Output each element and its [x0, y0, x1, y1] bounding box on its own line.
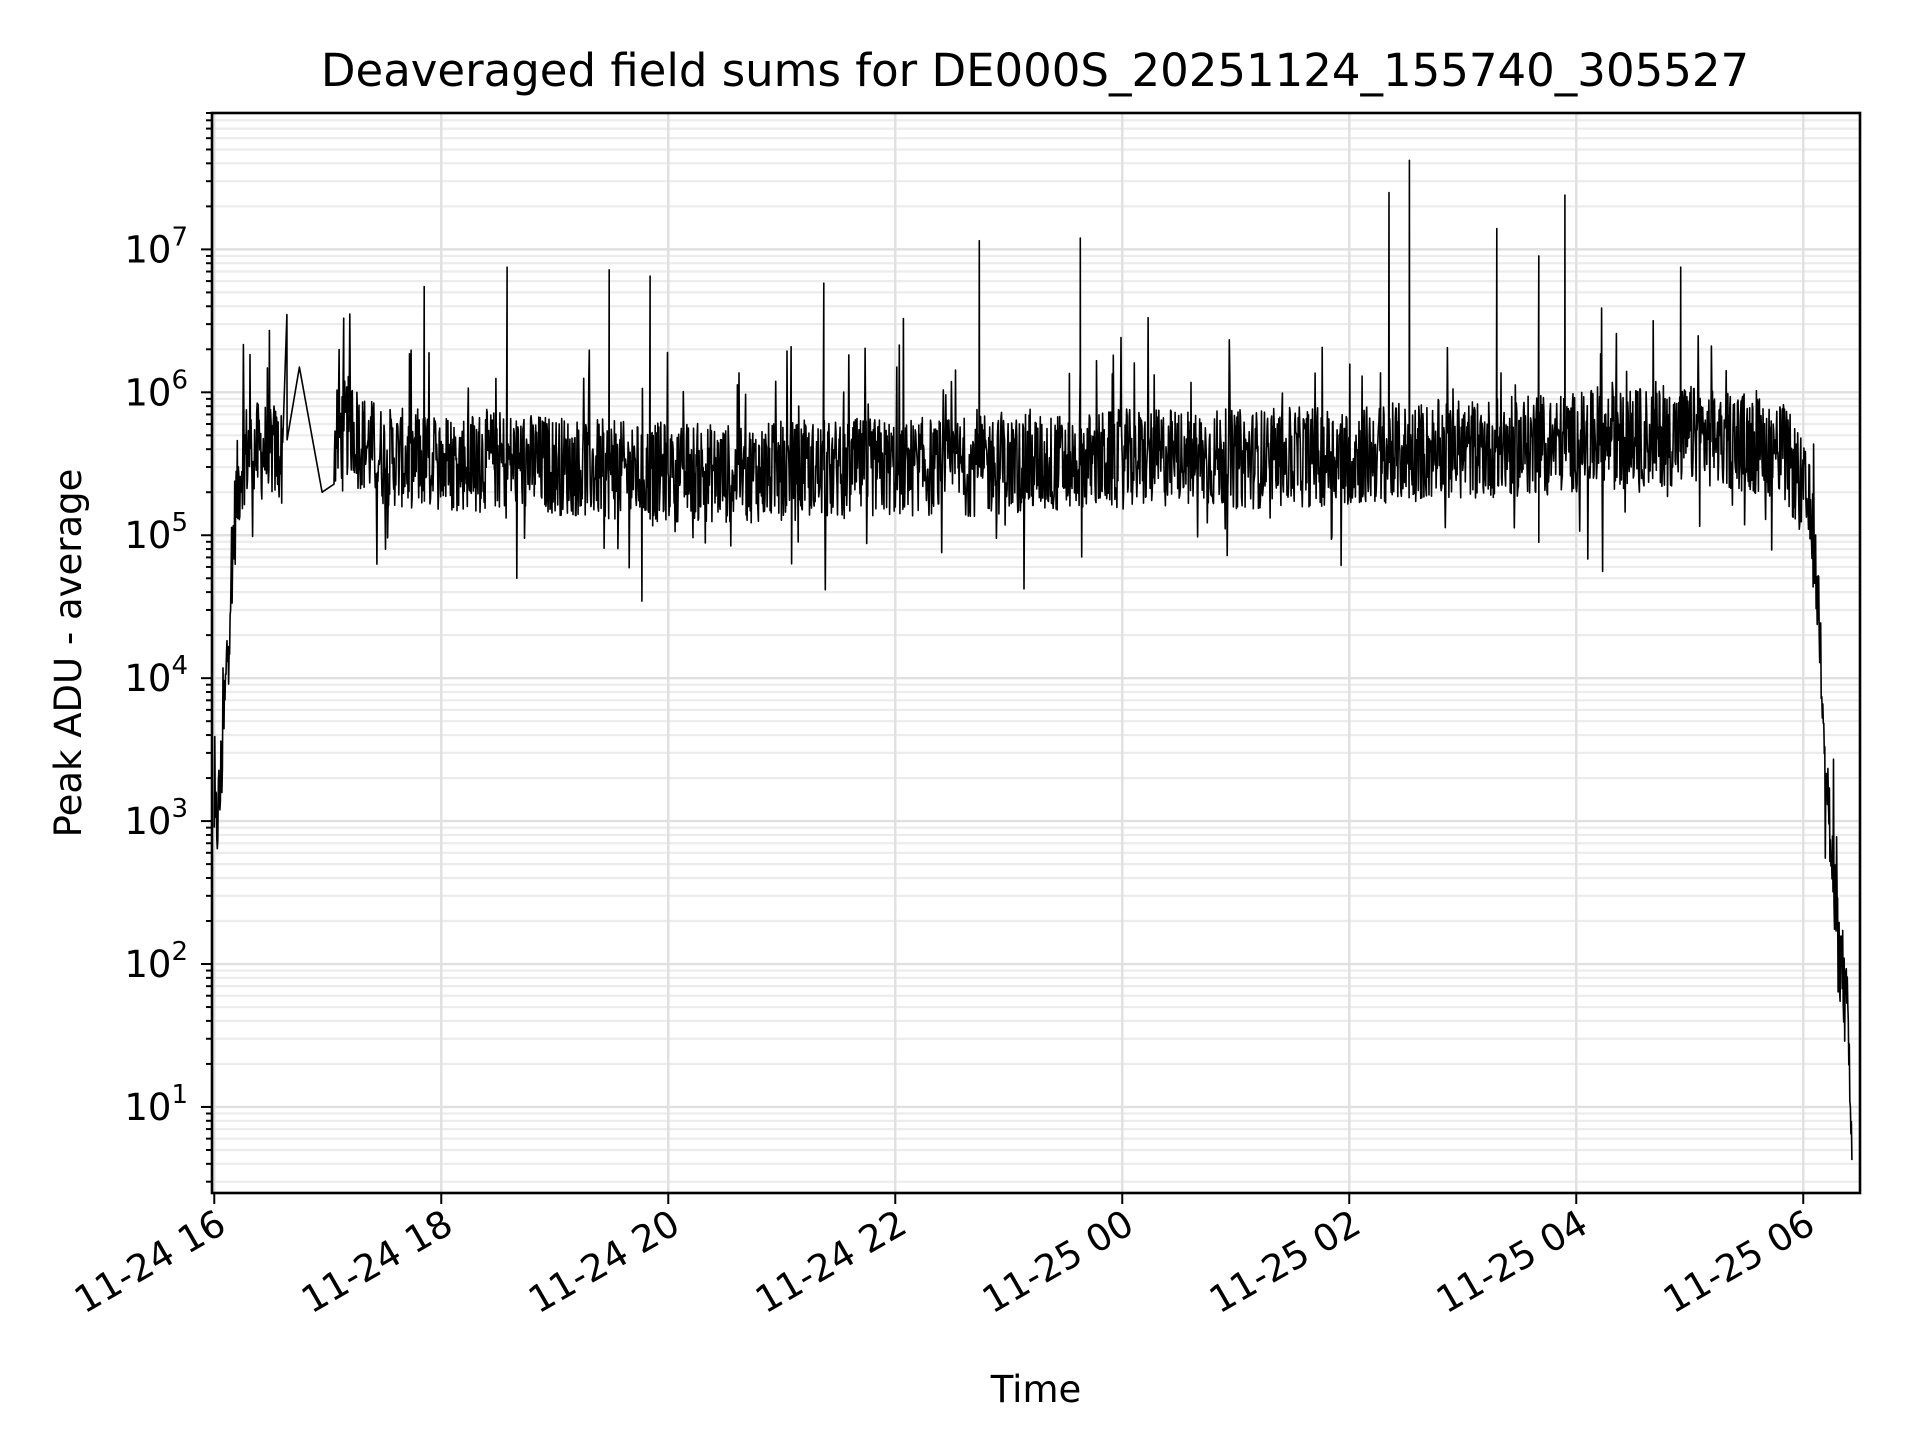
y-tick-label: 106: [124, 365, 188, 414]
grid: [212, 111, 1860, 1193]
y-tick-label: 103: [124, 794, 188, 843]
plot-frame: [210, 111, 1862, 1195]
y-tick-exponent: 6: [171, 365, 188, 395]
y-tick-exponent: 5: [171, 508, 188, 538]
y-tick-label: 102: [124, 937, 188, 986]
y-tick-label: 101: [124, 1080, 188, 1129]
y-tick-label: 105: [124, 508, 188, 557]
x-axis-label: Time: [990, 1368, 1082, 1411]
y-tick-label: 104: [124, 651, 188, 700]
y-tick-base: 10: [124, 228, 171, 271]
y-tick-base: 10: [124, 371, 171, 414]
series-layer: [213, 159, 1853, 1161]
chart-title: Deaveraged field sums for DE000S_2025112…: [321, 44, 1749, 97]
y-tick-exponent: 3: [171, 794, 188, 824]
y-tick-base: 10: [124, 514, 171, 557]
y-tick-exponent: 2: [171, 937, 188, 967]
y-tick-exponent: 1: [171, 1080, 188, 1110]
y-tick-base: 10: [124, 943, 171, 986]
y-tick-label: 107: [124, 222, 188, 271]
y-axis-label: Peak ADU - average: [47, 469, 90, 838]
y-tick-base: 10: [124, 800, 171, 843]
y-tick-exponent: 7: [171, 222, 188, 252]
y-tick-base: 10: [124, 657, 171, 700]
y-tick-exponent: 4: [171, 651, 188, 681]
series-line: [213, 159, 1853, 1161]
y-tick-base: 10: [124, 1086, 171, 1129]
